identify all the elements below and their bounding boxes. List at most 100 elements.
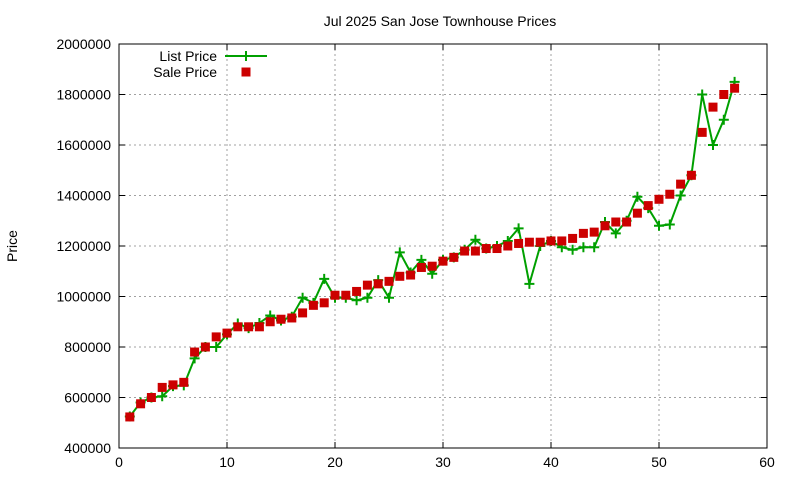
series-sale-price bbox=[125, 83, 740, 422]
plus-marker bbox=[664, 219, 675, 230]
x-tick-label: 20 bbox=[327, 454, 343, 470]
square-marker bbox=[719, 90, 729, 99]
square-marker bbox=[492, 244, 502, 254]
square-marker bbox=[190, 347, 200, 357]
square-marker bbox=[373, 279, 383, 289]
square-marker bbox=[265, 317, 275, 327]
plus-marker bbox=[654, 220, 664, 231]
plus-marker bbox=[157, 391, 168, 402]
plus-marker bbox=[297, 292, 308, 303]
plus-marker bbox=[675, 190, 686, 201]
x-tick-label: 10 bbox=[219, 454, 235, 470]
plus-marker bbox=[319, 273, 330, 284]
square-marker bbox=[708, 102, 718, 112]
plus-marker bbox=[632, 191, 643, 202]
square-marker bbox=[524, 237, 534, 247]
square-marker bbox=[298, 308, 308, 318]
square-marker bbox=[241, 67, 251, 77]
x-tick-label: 50 bbox=[651, 454, 667, 470]
plus-marker bbox=[697, 89, 708, 100]
axis-ticks: 0 10 20 30 40 50 60 400000 600000 800000 1000000 12… bbox=[56, 36, 775, 470]
plot-border bbox=[118, 43, 768, 449]
square-marker bbox=[568, 233, 578, 243]
legend-label: List Price bbox=[159, 48, 217, 64]
square-marker bbox=[686, 170, 696, 180]
square-marker bbox=[233, 322, 243, 332]
square-marker bbox=[125, 412, 135, 422]
y-tick-label: 1600000 bbox=[56, 137, 111, 153]
square-marker bbox=[449, 252, 459, 262]
y-tick-label: 1000000 bbox=[56, 289, 111, 305]
y-tick-label: 1200000 bbox=[56, 238, 111, 254]
series-list-price bbox=[124, 76, 740, 422]
square-marker bbox=[578, 228, 588, 238]
plus-marker bbox=[241, 51, 251, 61]
plus-marker bbox=[513, 223, 524, 234]
square-marker bbox=[319, 298, 329, 308]
grid bbox=[119, 44, 767, 448]
plus-marker bbox=[351, 295, 362, 306]
square-marker bbox=[341, 290, 351, 300]
chart-title: Jul 2025 San Jose Townhouse Prices bbox=[324, 13, 556, 29]
plus-marker bbox=[589, 242, 600, 253]
x-tick-label: 40 bbox=[543, 454, 559, 470]
square-marker bbox=[136, 399, 146, 409]
y-tick-label: 800000 bbox=[64, 339, 111, 355]
square-marker bbox=[406, 270, 416, 280]
plus-marker bbox=[718, 114, 729, 125]
square-marker bbox=[632, 208, 642, 218]
square-marker bbox=[654, 194, 664, 204]
square-marker bbox=[460, 246, 470, 256]
y-tick-label: 2000000 bbox=[56, 36, 111, 52]
x-tick-label: 30 bbox=[435, 454, 451, 470]
x-tick-label: 60 bbox=[759, 454, 775, 470]
series bbox=[124, 76, 740, 422]
square-marker bbox=[438, 256, 448, 266]
square-marker bbox=[254, 322, 264, 332]
square-marker bbox=[611, 217, 621, 227]
square-marker bbox=[427, 261, 437, 271]
square-marker bbox=[211, 332, 221, 342]
square-marker bbox=[287, 313, 297, 323]
square-marker bbox=[503, 241, 513, 251]
y-tick-label: 400000 bbox=[64, 440, 111, 456]
square-marker bbox=[200, 342, 210, 352]
series-line bbox=[129, 81, 736, 418]
plus-marker bbox=[211, 342, 222, 352]
plus-marker bbox=[362, 292, 373, 303]
square-marker bbox=[179, 377, 189, 387]
square-marker bbox=[697, 127, 707, 137]
y-tick-label: 600000 bbox=[64, 390, 111, 406]
legend-label: Sale Price bbox=[153, 64, 217, 80]
square-marker bbox=[622, 217, 632, 227]
square-marker bbox=[535, 237, 545, 247]
square-marker bbox=[157, 382, 167, 392]
square-marker bbox=[589, 227, 599, 237]
square-marker bbox=[470, 246, 480, 256]
plus-marker bbox=[470, 234, 481, 245]
square-marker bbox=[600, 221, 610, 231]
square-marker bbox=[643, 201, 653, 211]
square-marker bbox=[546, 236, 556, 246]
plus-marker bbox=[384, 292, 394, 303]
square-marker bbox=[481, 244, 491, 254]
square-marker bbox=[362, 280, 372, 290]
plus-marker bbox=[524, 278, 535, 289]
square-marker bbox=[352, 286, 362, 296]
square-marker bbox=[730, 83, 740, 93]
plus-marker bbox=[567, 244, 578, 255]
plus-marker bbox=[610, 228, 621, 239]
plus-marker bbox=[394, 247, 405, 258]
square-marker bbox=[330, 290, 340, 300]
square-marker bbox=[222, 328, 232, 338]
square-marker bbox=[557, 236, 567, 246]
square-marker bbox=[514, 238, 524, 248]
plus-marker bbox=[578, 242, 589, 253]
y-axis-label: Price bbox=[4, 230, 20, 262]
square-marker bbox=[384, 276, 394, 286]
plus-marker bbox=[708, 140, 718, 150]
square-marker bbox=[168, 380, 178, 390]
y-tick-label: 1400000 bbox=[56, 188, 111, 204]
square-marker bbox=[146, 393, 156, 402]
